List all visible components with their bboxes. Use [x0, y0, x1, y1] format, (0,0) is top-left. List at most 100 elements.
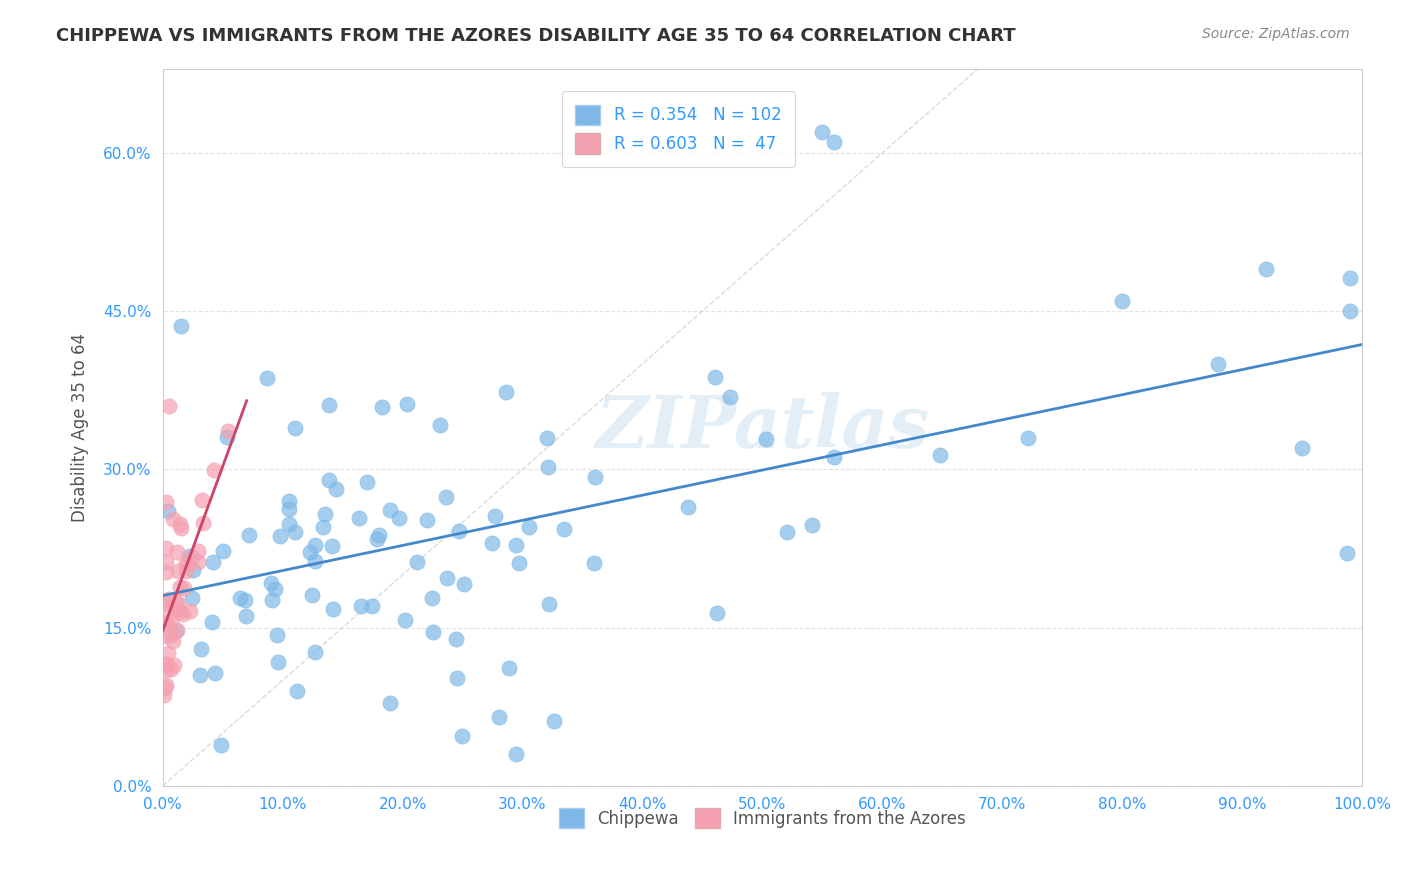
Immigrants from the Azores: [159, 627, 181, 641]
Immigrants from the Azores: [163, 658, 186, 673]
Immigrants from the Azores: [153, 658, 176, 673]
Immigrants from the Azores: [167, 597, 190, 611]
Chippewa: [156, 504, 179, 518]
Chippewa: [181, 563, 204, 577]
Immigrants from the Azores: [155, 629, 177, 643]
Chippewa: [371, 401, 394, 415]
Chippewa: [378, 503, 401, 517]
Chippewa: [360, 599, 382, 614]
Chippewa: [277, 493, 299, 508]
Chippewa: [217, 430, 239, 444]
Chippewa: [676, 500, 699, 514]
Chippewa: [583, 469, 606, 483]
Chippewa: [277, 517, 299, 532]
Chippewa: [277, 501, 299, 516]
Legend: Chippewa, Immigrants from the Azores: Chippewa, Immigrants from the Azores: [551, 801, 973, 835]
Immigrants from the Azores: [155, 663, 177, 677]
Immigrants from the Azores: [157, 592, 180, 607]
Chippewa: [1017, 432, 1039, 446]
Chippewa: [238, 528, 260, 542]
Chippewa: [312, 520, 335, 534]
Chippewa: [235, 609, 257, 624]
Immigrants from the Azores: [170, 520, 193, 534]
Immigrants from the Azores: [166, 594, 188, 608]
Chippewa: [416, 513, 439, 527]
Immigrants from the Azores: [202, 463, 225, 477]
Chippewa: [505, 538, 527, 552]
Immigrants from the Azores: [177, 557, 200, 571]
Chippewa: [380, 696, 402, 710]
Chippewa: [446, 671, 468, 685]
Chippewa: [755, 432, 778, 446]
Chippewa: [481, 536, 503, 550]
Chippewa: [266, 627, 288, 641]
Chippewa: [582, 557, 605, 571]
Immigrants from the Azores: [155, 566, 177, 580]
Immigrants from the Azores: [174, 564, 197, 578]
Chippewa: [322, 602, 344, 616]
Chippewa: [447, 524, 470, 538]
Chippewa: [260, 593, 283, 607]
Chippewa: [235, 592, 257, 607]
Chippewa: [356, 475, 378, 490]
Chippewa: [394, 613, 416, 627]
Immigrants from the Azores: [153, 688, 176, 702]
Immigrants from the Azores: [167, 564, 190, 578]
Chippewa: [260, 576, 283, 591]
Immigrants from the Azores: [159, 614, 181, 628]
Immigrants from the Azores: [169, 605, 191, 619]
Immigrants from the Azores: [160, 662, 183, 676]
Chippewa: [508, 556, 530, 570]
Chippewa: [314, 508, 336, 522]
Chippewa: [209, 739, 232, 753]
Chippewa: [429, 418, 451, 433]
Immigrants from the Azores: [179, 604, 201, 618]
Chippewa: [318, 398, 340, 412]
Chippewa: [538, 597, 561, 611]
Chippewa: [928, 448, 950, 462]
Chippewa: [201, 555, 224, 569]
Immigrants from the Azores: [190, 492, 212, 507]
Immigrants from the Azores: [155, 555, 177, 569]
Immigrants from the Azores: [155, 494, 177, 508]
Chippewa: [284, 421, 307, 435]
Immigrants from the Azores: [181, 549, 204, 564]
Chippewa: [450, 729, 472, 743]
Chippewa: [776, 524, 799, 539]
Chippewa: [488, 710, 510, 724]
Chippewa: [498, 661, 520, 675]
Chippewa: [304, 539, 326, 553]
Chippewa: [436, 571, 458, 585]
Chippewa: [422, 591, 444, 606]
Chippewa: [444, 632, 467, 646]
Chippewa: [537, 460, 560, 475]
Y-axis label: Disability Age 35 to 64: Disability Age 35 to 64: [72, 333, 89, 522]
Immigrants from the Azores: [153, 681, 176, 695]
Immigrants from the Azores: [187, 543, 209, 558]
Chippewa: [811, 125, 834, 139]
Chippewa: [823, 450, 845, 464]
Chippewa: [366, 532, 388, 546]
Immigrants from the Azores: [155, 617, 177, 632]
Text: CHIPPEWA VS IMMIGRANTS FROM THE AZORES DISABILITY AGE 35 TO 64 CORRELATION CHART: CHIPPEWA VS IMMIGRANTS FROM THE AZORES D…: [56, 27, 1017, 45]
Chippewa: [180, 591, 202, 605]
Chippewa: [256, 371, 278, 385]
Chippewa: [823, 136, 845, 150]
Chippewa: [229, 591, 252, 606]
Chippewa: [704, 369, 727, 384]
Chippewa: [1336, 546, 1358, 560]
Immigrants from the Azores: [167, 603, 190, 617]
Immigrants from the Azores: [173, 581, 195, 595]
Chippewa: [453, 576, 475, 591]
Chippewa: [517, 520, 540, 534]
Chippewa: [188, 668, 211, 682]
Chippewa: [264, 582, 287, 596]
Chippewa: [706, 606, 728, 620]
Chippewa: [543, 714, 565, 729]
Text: Source: ZipAtlas.com: Source: ZipAtlas.com: [1202, 27, 1350, 41]
Chippewa: [422, 624, 444, 639]
Chippewa: [349, 511, 371, 525]
Immigrants from the Azores: [156, 646, 179, 660]
Chippewa: [553, 522, 575, 536]
Chippewa: [395, 397, 418, 411]
